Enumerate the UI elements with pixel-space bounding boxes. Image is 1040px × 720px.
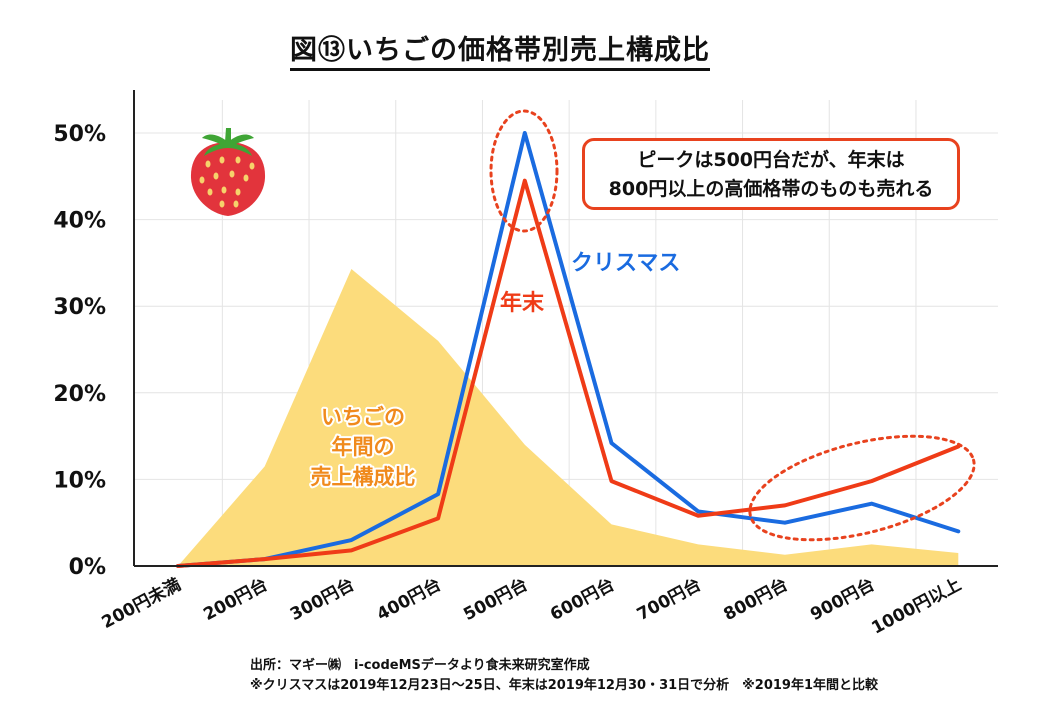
x-tick-label: 1000円以上 — [868, 575, 964, 639]
annual-series-label: 売上構成比 — [311, 465, 416, 489]
chart-title: 図⑬いちごの価格帯別売上構成比 — [0, 28, 1000, 71]
christmas-series-label: クリスマス — [571, 251, 680, 276]
x-tick-label: 700円台 — [633, 574, 704, 625]
annual-series-label: いちごの — [321, 405, 405, 429]
y-tick-label: 10% — [53, 468, 106, 493]
year-end-line — [176, 178, 961, 568]
series-lines-layer — [176, 131, 961, 568]
x-tick-label: 300円台 — [287, 574, 358, 625]
highlight-ellipses — [489, 109, 976, 542]
footnote-source: 出所：マギー㈱ i-codeMSデータより食未来研究室作成 — [250, 658, 590, 673]
x-tick-label: 800円台 — [720, 574, 791, 625]
annual-area-layer — [178, 268, 959, 566]
x-tick-label: 500円台 — [460, 574, 531, 625]
x-tick-label: 900円台 — [807, 574, 878, 625]
peak-highlight-ellipse — [489, 109, 559, 233]
y-tick-label: 20% — [53, 382, 106, 407]
footnote-note: ※クリスマスは2019年12月23日～25日、年末は2019年12月30・31日… — [250, 678, 879, 693]
year-end-series-label: 年末 — [500, 290, 545, 316]
y-tick-label: 30% — [53, 295, 106, 320]
x-tick-label: 600円台 — [547, 574, 618, 625]
axes — [133, 90, 998, 567]
callout-line-2: 800円以上の高価格帯のものも売れる — [608, 178, 934, 200]
x-tick-label: 200円未満 — [98, 574, 184, 633]
x-axis-ticks: 200円未満 200円台 300円台 400円台 500円台 600円台 700円台 800円… — [98, 574, 965, 639]
y-axis-ticks: 0% 10% 20% 30% 40% 50% — [53, 122, 106, 580]
strawberry-icon — [190, 128, 266, 216]
x-tick-label: 200円台 — [200, 574, 271, 625]
y-tick-label: 40% — [53, 209, 106, 234]
annual-area — [178, 268, 959, 566]
y-tick-label: 0% — [69, 555, 106, 580]
annotation-callout: ピークは500円台だが、年末は 800円以上の高価格帯のものも売れる — [582, 138, 960, 210]
annual-series-label: 年間の — [332, 435, 395, 459]
christmas-line — [176, 131, 961, 568]
high-price-highlight-ellipse — [748, 434, 976, 542]
footnote: 出所：マギー㈱ i-codeMSデータより食未来研究室作成 ※クリスマスは201… — [250, 656, 878, 696]
callout-line-1: ピークは500円台だが、年末は — [637, 149, 905, 171]
x-tick-label: 400円台 — [373, 574, 444, 625]
y-tick-label: 50% — [53, 122, 106, 147]
